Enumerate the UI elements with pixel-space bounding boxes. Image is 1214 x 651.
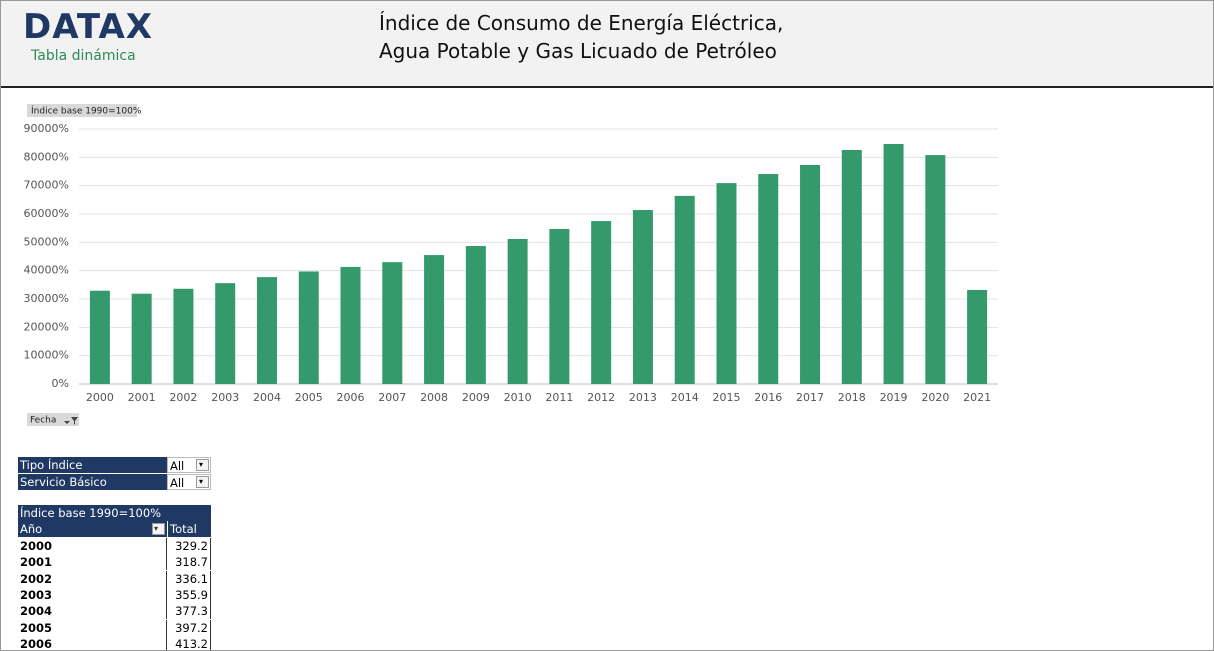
y-tick-label: 70000% — [24, 179, 69, 192]
row-label: 2004 — [18, 603, 167, 620]
pivot-total-header: Total — [167, 521, 211, 537]
bar — [967, 289, 988, 384]
y-tick-label: 90000% — [24, 122, 69, 135]
y-tick-label: 40000% — [24, 264, 69, 277]
x-tick-label: 2004 — [253, 391, 281, 404]
x-tick-label: 2020 — [921, 391, 949, 404]
x-tick-label: 2001 — [128, 391, 156, 404]
bar — [925, 155, 946, 384]
dropdown-button[interactable]: ▾ — [196, 459, 209, 471]
x-tick-label: 2006 — [337, 391, 365, 404]
y-tick-label: 10000% — [24, 349, 69, 362]
x-tick-label: 2010 — [504, 391, 532, 404]
row-filter-button[interactable]: ▾ — [152, 523, 165, 535]
bar — [674, 195, 695, 384]
title-line: Agua Potable y Gas Licuado de Petróleo — [379, 39, 777, 63]
x-tick-label: 2009 — [462, 391, 490, 404]
row-label: 2001 — [18, 554, 167, 571]
y-tick-label: 30000% — [24, 292, 69, 305]
bar — [883, 144, 904, 384]
bar — [424, 255, 445, 384]
x-tick-label: 2007 — [378, 391, 406, 404]
bar — [298, 271, 319, 384]
row-total: 397.2 — [167, 619, 211, 636]
y-tick-label: 50000% — [24, 235, 69, 248]
row-label: 2006 — [18, 635, 167, 650]
x-tick-label: 2002 — [169, 391, 197, 404]
subtitle: Tabla dinámica — [31, 48, 136, 64]
dropdown-button[interactable]: ▾ — [196, 476, 209, 488]
row-total: 413.2 — [167, 635, 211, 650]
bar — [507, 238, 528, 384]
x-tick-label: 2015 — [712, 391, 740, 404]
logo: DATAX — [23, 7, 153, 47]
filter-label: Tipo Índice — [18, 457, 167, 473]
bar — [758, 174, 779, 384]
filter-icon — [64, 417, 78, 425]
row-total: 377.3 — [167, 603, 211, 620]
row-total: 336.1 — [167, 570, 211, 587]
x-tick-label: 2005 — [295, 391, 323, 404]
bar — [215, 283, 236, 384]
bar — [632, 210, 653, 384]
bar — [256, 277, 277, 384]
y-tick-label: 60000% — [24, 207, 69, 220]
filter-label: Servicio Básico — [18, 474, 167, 490]
x-tick-label: 2000 — [86, 391, 114, 404]
bar — [549, 229, 570, 384]
x-tick-label: 2018 — [838, 391, 866, 404]
value-field-button[interactable] — [27, 104, 137, 117]
x-tick-label: 2017 — [796, 391, 824, 404]
row-label: 2005 — [18, 619, 167, 636]
bar — [716, 183, 737, 384]
x-tick-label: 2016 — [754, 391, 782, 404]
bar — [340, 266, 361, 384]
pivot-value-header: Índice base 1990=100% — [18, 505, 167, 521]
x-tick-label: 2013 — [629, 391, 657, 404]
x-tick-label: 2019 — [880, 391, 908, 404]
bar — [173, 288, 194, 384]
bar — [131, 293, 152, 384]
row-label: 2003 — [18, 586, 167, 603]
x-tick-label: 2003 — [211, 391, 239, 404]
x-tick-label: 2014 — [671, 391, 699, 404]
filter-value: All — [167, 474, 211, 490]
row-label: 2002 — [18, 570, 167, 587]
axis-field: Fecha — [30, 416, 56, 426]
header: DATAX Tabla dinámica Índice de Consumo d… — [1, 1, 1213, 88]
row-total: 355.9 — [167, 586, 211, 603]
filter-value: All — [167, 457, 211, 473]
row-total: 329.2 — [167, 538, 211, 554]
y-tick-label: 0% — [52, 377, 69, 390]
x-tick-label: 2008 — [420, 391, 448, 404]
bar — [841, 149, 862, 384]
bar — [465, 246, 486, 384]
x-tick-label: 2021 — [963, 391, 991, 404]
row-total: 318.7 — [167, 554, 211, 571]
pivot-header-fill — [167, 505, 211, 521]
bar — [591, 221, 612, 384]
y-tick-label: 20000% — [24, 320, 69, 333]
x-tick-label: 2011 — [545, 391, 573, 404]
x-tick-label: 2012 — [587, 391, 615, 404]
bar — [800, 164, 821, 384]
pivot-row-header: Año — [18, 521, 167, 537]
title-line: Índice de Consumo de Energía Eléctrica, — [379, 11, 784, 35]
bar — [382, 262, 403, 384]
bar — [89, 290, 110, 384]
row-label: 2000 — [18, 538, 167, 554]
value-field: Índice base 1990=100% — [31, 105, 142, 117]
y-tick-label: 80000% — [24, 150, 69, 163]
chart: Índice base 1990=100% Fecha 0% 10000% 2000… — [24, 104, 998, 426]
